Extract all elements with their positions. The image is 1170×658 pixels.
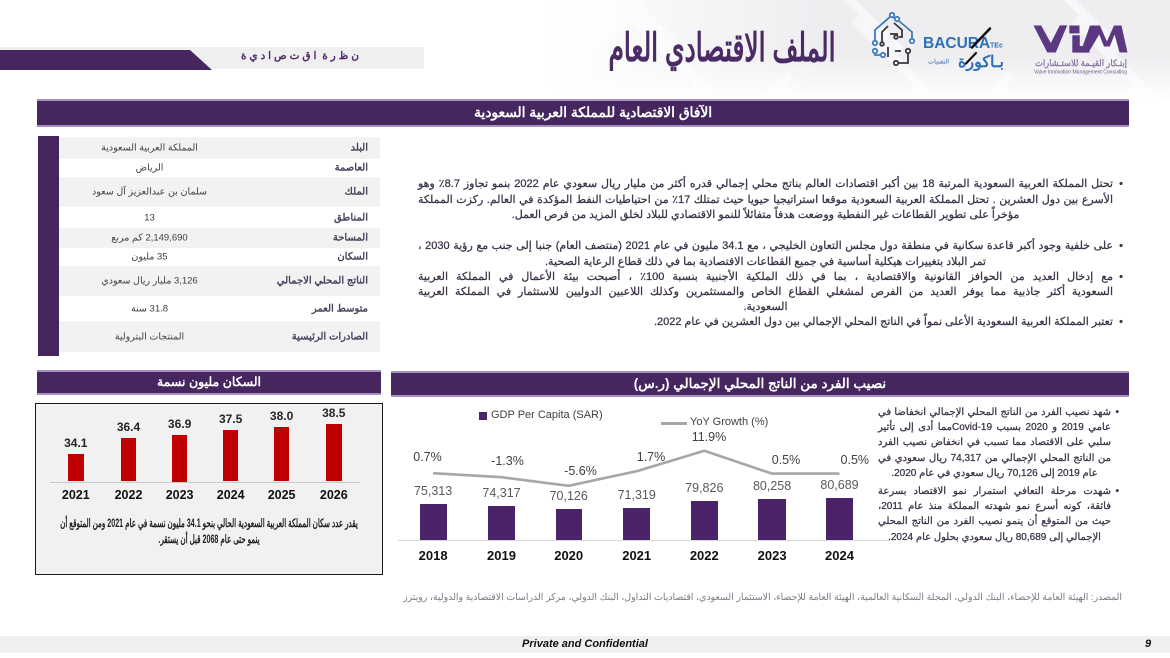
svg-text:بـاكورة: بـاكورة xyxy=(958,54,1004,71)
svg-text:TEc: TEc xyxy=(990,43,1003,50)
svg-text:Value Innovation Management Co: Value Innovation Management Consulting xyxy=(1034,70,1127,76)
svg-text:التقنيات: التقنيات xyxy=(928,58,949,66)
svg-text:إبتـكار القيـمة للاستـشارات: إبتـكار القيـمة للاستـشارات xyxy=(1035,58,1127,69)
